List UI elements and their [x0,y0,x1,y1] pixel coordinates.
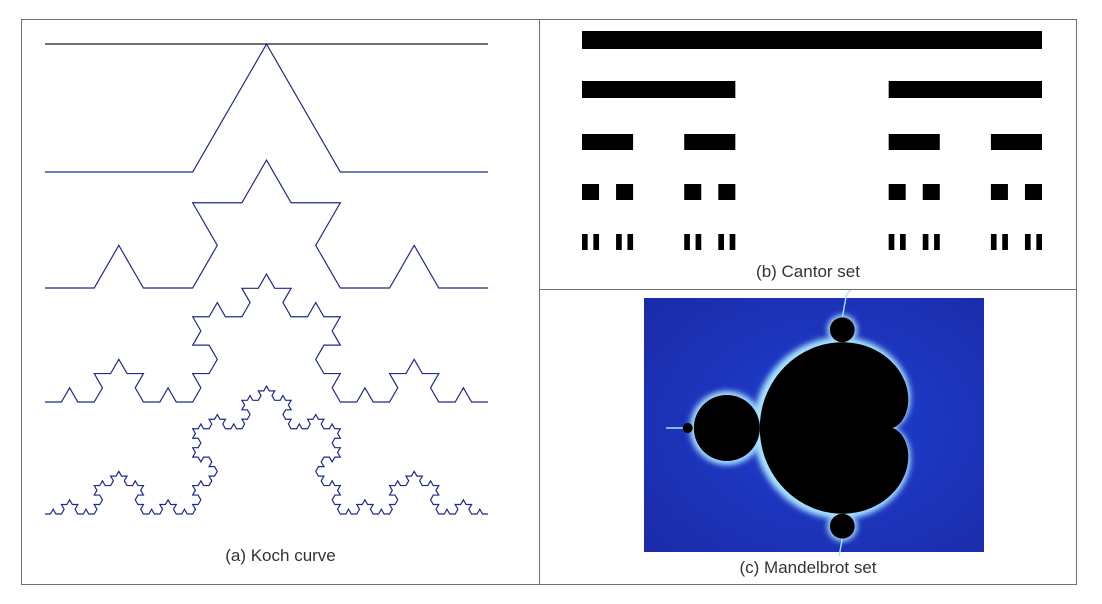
horizontal-divider [539,289,1077,290]
cantor-level-4-segment [616,234,622,250]
cantor-level-2-segment [888,134,940,150]
koch-iteration-2 [45,158,488,289]
cantor-level-4-segment [888,234,895,250]
mandelbrot-main-cardioid [759,342,909,514]
mandelbrot-set-caption: (c) Mandelbrot set [739,558,877,577]
cantor-set-caption: (b) Cantor set [756,262,860,281]
mandelbrot-filament [838,538,843,556]
cantor-level-1-segment [888,81,1042,98]
cantor-level-4-segment [729,234,736,250]
cantor-level-4-segment [593,234,600,250]
cantor-level-4-segment [990,234,997,250]
cantor-level-3-segment [684,184,702,200]
mandelbrot-top-bulb [829,317,855,343]
cantor-level-4-segment [718,234,724,250]
mandelbrot-period2-bulb [693,395,760,461]
mandelbrot-filament [841,290,852,318]
cantor-level-4-segment [695,234,702,250]
cantor-set-panel: (b) Cantor set [540,20,1076,289]
mandelbrot-set-drawing [644,290,984,556]
cantor-level-3-segment [582,184,600,200]
cantor-level-3-segment [990,184,1008,200]
figure-frame [21,19,1077,585]
koch-curve-drawing [45,42,488,515]
koch-iteration-3 [45,272,488,403]
cantor-level-3-segment [888,184,906,200]
koch-curve-caption: (a) Koch curve [225,546,336,565]
mandelbrot-bottom-bulb [829,513,855,539]
koch-iteration-1 [45,42,488,173]
cantor-level-4-segment [627,234,634,250]
cantor-level-4-segment [1036,234,1042,250]
cantor-level-4-segment [1002,234,1008,250]
cantor-level-1-segment [582,81,736,98]
cantor-level-4-segment [922,234,929,250]
vertical-divider [539,19,540,585]
cantor-set-drawing [582,31,1042,250]
cantor-level-4-segment [1024,234,1031,250]
cantor-level-4-segment [582,234,588,250]
cantor-level-4-segment [684,234,690,250]
cantor-level-2-segment [684,134,736,150]
cantor-level-3-segment [1024,184,1042,200]
koch-curve-panel: (a) Koch curve [22,20,539,584]
mandelbrot-small-bulb [682,423,693,433]
cantor-level-2-segment [990,134,1042,150]
cantor-level-4-segment [900,234,906,250]
cantor-level-0-segment [582,31,1042,49]
koch-iteration-4 [45,384,488,515]
cantor-level-3-segment [922,184,940,200]
mandelbrot-set-panel: (c) Mandelbrot set [540,290,1076,584]
cantor-level-4-segment [934,234,940,250]
cantor-level-3-segment [718,184,736,200]
cantor-level-3-segment [616,184,634,200]
cantor-level-2-segment [582,134,634,150]
